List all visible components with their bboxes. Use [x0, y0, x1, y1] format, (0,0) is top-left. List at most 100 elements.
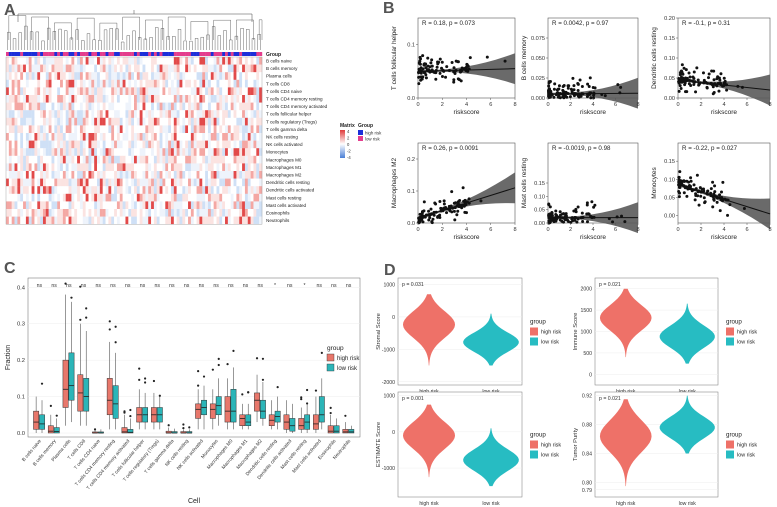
heatmap-cell — [65, 95, 69, 103]
heatmap-cell — [125, 79, 129, 88]
heatmap-cell — [256, 64, 260, 73]
heatmap-cell — [88, 95, 92, 103]
heatmap-cell — [148, 209, 152, 217]
heatmap-cell — [79, 216, 83, 225]
heatmap-cell — [128, 155, 132, 164]
heatmap-cell — [102, 209, 106, 217]
heatmap-cell — [207, 57, 211, 65]
data-point — [429, 207, 433, 211]
data-point — [426, 56, 430, 60]
heatmap-cell — [82, 95, 86, 103]
heatmap-cell — [99, 87, 103, 96]
heatmap-cell — [259, 72, 263, 80]
heatmap-cell — [31, 193, 35, 202]
heatmap-cell — [173, 216, 177, 225]
heatmap-cell — [60, 216, 64, 225]
heatmap-cell — [253, 95, 257, 103]
heatmap-cell — [168, 57, 172, 65]
heatmap-cell — [216, 140, 220, 149]
heatmap-cell — [85, 57, 89, 65]
outlier-point — [211, 368, 214, 371]
heatmap-cell — [8, 87, 12, 96]
heatmap-cell — [71, 102, 75, 111]
heatmap-cell — [77, 133, 81, 141]
heatmap-cell — [134, 95, 138, 103]
y-tick-label: 0.2 — [407, 157, 415, 163]
heatmap-cell — [11, 102, 15, 111]
heatmap-cell — [77, 87, 81, 96]
heatmap-cell — [182, 171, 186, 179]
heatmap-cell — [259, 57, 263, 65]
heatmap-cell — [14, 79, 18, 88]
x-tick-label: 6 — [614, 102, 617, 108]
data-point — [677, 175, 681, 179]
heatmap-cell — [151, 178, 155, 187]
heatmap-cell — [156, 64, 160, 73]
heatmap-cell — [173, 140, 177, 149]
heatmap-cell — [222, 95, 226, 103]
heatmap-cell — [210, 216, 214, 225]
heatmap-cell — [148, 57, 152, 65]
heatmap-cell — [11, 87, 15, 96]
heatmap-cell — [213, 163, 217, 172]
heatmap-cell — [182, 155, 186, 164]
heatmap-cell — [136, 57, 140, 65]
heatmap-cell — [205, 110, 209, 118]
heatmap-cell — [193, 201, 197, 210]
heatmap-cell — [256, 87, 260, 96]
heatmap-cell — [145, 216, 149, 225]
heatmap-cell — [25, 140, 29, 149]
heatmap-cell — [85, 148, 89, 156]
heatmap-cell — [193, 117, 197, 126]
heatmap-cell — [131, 117, 135, 126]
heatmap-cell — [222, 72, 226, 80]
x-tick-label: Mast cells resting — [280, 438, 309, 470]
heatmap-cell — [85, 87, 89, 96]
heatmap-cell — [34, 201, 38, 210]
heatmap-cell — [128, 140, 132, 149]
heatmap-cell — [185, 57, 189, 65]
data-point — [694, 192, 698, 196]
heatmap-cell — [14, 171, 18, 179]
heatmap-cell — [114, 201, 118, 210]
heatmap-cell — [148, 95, 152, 103]
legend-title: group — [726, 432, 742, 439]
data-point — [623, 220, 627, 224]
heatmap-cell — [182, 178, 186, 187]
data-point — [709, 191, 713, 195]
heatmap-cell — [119, 95, 123, 103]
heatmap-cell — [62, 186, 66, 194]
data-point — [440, 60, 444, 64]
heatmap-cell — [210, 110, 214, 118]
dendrogram-branch — [122, 16, 140, 40]
y-tick-label: 0 — [589, 372, 592, 378]
heatmap-cell — [48, 87, 52, 96]
heatmap-cell — [139, 178, 143, 187]
group-bar-cell — [188, 52, 192, 56]
data-point — [569, 220, 573, 224]
heatmap-cell — [202, 117, 206, 126]
group-bar-cell — [68, 52, 72, 56]
heatmap-cell — [11, 133, 15, 141]
heatmap-cell — [230, 155, 234, 164]
heatmap-cell — [242, 87, 246, 96]
heatmap-cell — [57, 193, 61, 202]
heatmap-cell — [54, 110, 58, 118]
heatmap-cell — [142, 72, 146, 80]
heatmap-cell — [111, 163, 115, 172]
outlier-point — [226, 363, 229, 366]
heatmap-cell — [97, 95, 101, 103]
heatmap-cell — [40, 117, 44, 126]
heatmap-cell — [131, 57, 135, 65]
data-point — [548, 205, 552, 209]
group-bar-cell — [179, 52, 183, 56]
data-point — [557, 84, 561, 88]
heatmap-cell — [239, 64, 243, 73]
heatmap-cell — [20, 79, 24, 88]
heatmap-cell — [114, 110, 118, 118]
heatmap-cell — [151, 117, 155, 126]
data-point — [696, 194, 700, 198]
heatmap-cell — [207, 178, 211, 187]
heatmap-cell — [196, 117, 200, 126]
heatmap-cell — [148, 186, 152, 194]
